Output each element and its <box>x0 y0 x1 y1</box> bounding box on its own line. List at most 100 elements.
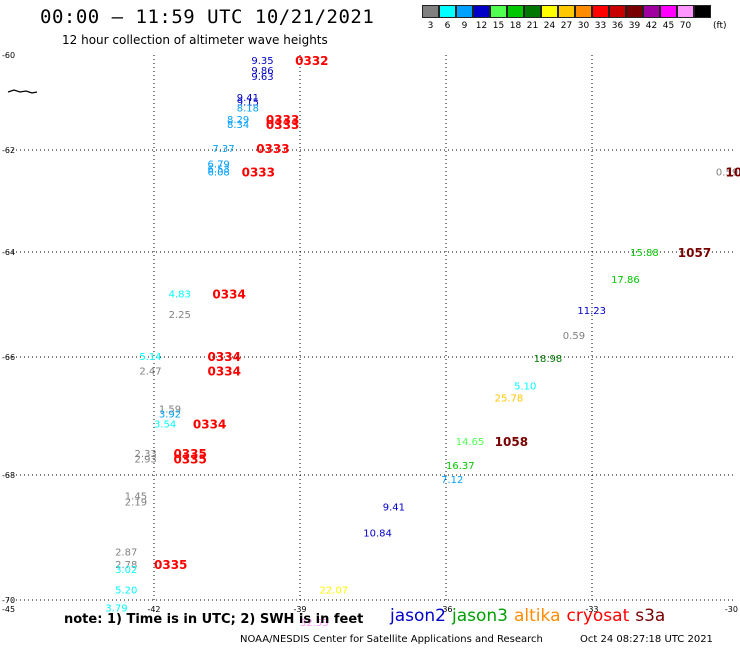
wave-height-label: 9.35 <box>251 56 273 67</box>
legend-swatch <box>558 5 575 18</box>
legend-swatch <box>626 5 643 18</box>
pass-time-label: 0333 <box>266 113 299 127</box>
wave-height-label: 2.25 <box>169 310 191 321</box>
pass-time-label: 1058 <box>495 435 528 449</box>
wave-height-label: 9.86 <box>251 66 273 77</box>
wave-height-label: 6.08 <box>208 167 230 178</box>
credit-line: NOAA/NESDIS Center for Satellite Applica… <box>240 634 543 645</box>
longitude-tick-label: -42 <box>147 605 160 614</box>
legend-swatch <box>439 5 456 18</box>
wave-height-label: 9.15 <box>237 98 259 109</box>
wave-height-label: 25.78 <box>495 394 524 405</box>
legend-item: 15 <box>490 5 507 31</box>
measurement-labels: 9.359.869.639.419.158.188.298.347.376.79… <box>105 56 738 629</box>
legend-swatch <box>677 5 694 18</box>
wave-height-label: 4.83 <box>169 289 191 300</box>
legend-swatch <box>592 5 609 18</box>
legend-label: 9 <box>461 21 468 31</box>
wave-height-label: 2.87 <box>115 547 137 558</box>
wave-height-label: 7.12 <box>441 475 463 486</box>
axis-labels: -60 -62 -64 -66 -68 -70-45 -42 -39 -36 -33 -30 <box>2 51 738 614</box>
legend-swatch <box>422 5 439 18</box>
latitude-tick-label: -68 <box>2 471 15 480</box>
latitude-tick-label: -66 <box>2 353 15 362</box>
legend-label: 30 <box>577 21 590 31</box>
pass-time-label: 0333 <box>242 165 275 179</box>
map-grid <box>8 55 735 601</box>
wave-height-label: 8.18 <box>237 103 259 114</box>
legend-item: 36 <box>609 5 626 31</box>
legend-label: 15 <box>492 21 505 31</box>
pass-time-label: 0335 <box>173 447 206 461</box>
legend-item: 12 <box>473 5 490 31</box>
wave-height-label: 7.37 <box>212 144 234 155</box>
legend-swatch <box>507 5 524 18</box>
pass-time-label: 0333 <box>266 118 299 132</box>
legend-label: 42 <box>645 21 658 31</box>
wave-height-label: 9.41 <box>237 93 259 104</box>
legend-item: 21 <box>524 5 541 31</box>
pass-time-label: 0333 <box>256 142 289 156</box>
latitude-tick-label: -62 <box>2 146 15 155</box>
page-title: 00:00 – 11:59 UTC 10/21/2021 <box>40 6 375 28</box>
legend-item: 6 <box>439 5 456 31</box>
generated-timestamp: Oct 24 08:27:18 UTC 2021 <box>580 634 713 645</box>
footnote: note: 1) Time is in UTC; 2) SWH is in fe… <box>64 612 364 627</box>
pass-time-label: 0335 <box>173 452 206 466</box>
coastline-fragment <box>7 89 38 94</box>
legend-swatch <box>660 5 677 18</box>
wave-height-label: 15.88 <box>630 248 659 259</box>
wave-height-label: 22.07 <box>319 585 348 596</box>
wave-height-label: 1.45 <box>125 492 147 503</box>
legend-swatch <box>575 5 592 18</box>
wave-height-label: 5.20 <box>115 585 137 596</box>
satellite-altika: altika <box>514 606 561 626</box>
wave-height-label: 1.59 <box>159 404 181 415</box>
legend-item: 18 <box>507 5 524 31</box>
wave-height-label: 9.63 <box>251 72 273 83</box>
legend-swatch <box>609 5 626 18</box>
legend-label: 70 <box>679 21 692 31</box>
legend-item: 70 <box>677 5 694 31</box>
legend-swatch <box>694 5 711 18</box>
wave-height-label: 3.79 <box>105 604 127 615</box>
wave-height-label: 10.84 <box>363 529 392 540</box>
legend-label: 36 <box>611 21 624 31</box>
wave-height-label: 2.19 <box>125 497 147 508</box>
legend-label: 24 <box>543 21 556 31</box>
wave-height-label: 11.23 <box>577 306 606 317</box>
wave-height-label: 16.37 <box>446 461 475 472</box>
wave-height-label: 17.86 <box>611 275 640 286</box>
wave-height-label: 9.41 <box>383 502 405 513</box>
wave-height-label: 18.98 <box>534 354 563 365</box>
legend-label: 3 <box>427 21 434 31</box>
wave-height-label: 0.59 <box>563 331 585 342</box>
legend-swatch <box>541 5 558 18</box>
pass-time-label: 10 <box>725 165 740 179</box>
legend-label: 21 <box>526 21 539 31</box>
wave-height-label: 6.79 <box>208 159 230 170</box>
pass-time-label: 0334 <box>212 287 245 301</box>
wave-height-label: 2.47 <box>139 367 161 378</box>
satellite-key: jason2 jason3 altika cryosat s3a <box>390 606 671 626</box>
longitude-tick-label: -39 <box>293 605 306 614</box>
legend-label: 27 <box>560 21 573 31</box>
legend-label: 12 <box>475 21 488 31</box>
legend-item <box>694 5 711 31</box>
longitude-tick-label: -36 <box>439 605 452 614</box>
latitude-tick-label: -64 <box>2 248 15 257</box>
legend-item: 45 <box>660 5 677 31</box>
legend-item: 9 <box>456 5 473 31</box>
wave-height-label: 2.78 <box>115 560 137 571</box>
pass-time-label: 0334 <box>193 418 226 432</box>
wave-height-label: 2.33 <box>135 449 157 460</box>
legend-unit: (ft) <box>713 21 727 31</box>
wave-height-label: 6.53 <box>208 164 230 175</box>
wave-height-label: 0.59 <box>716 167 738 178</box>
wave-height-label: 14.65 <box>456 437 485 448</box>
legend-swatch <box>490 5 507 18</box>
wave-height-label: 8.34 <box>227 120 249 131</box>
wave-height-label: 32.53 <box>300 618 329 629</box>
